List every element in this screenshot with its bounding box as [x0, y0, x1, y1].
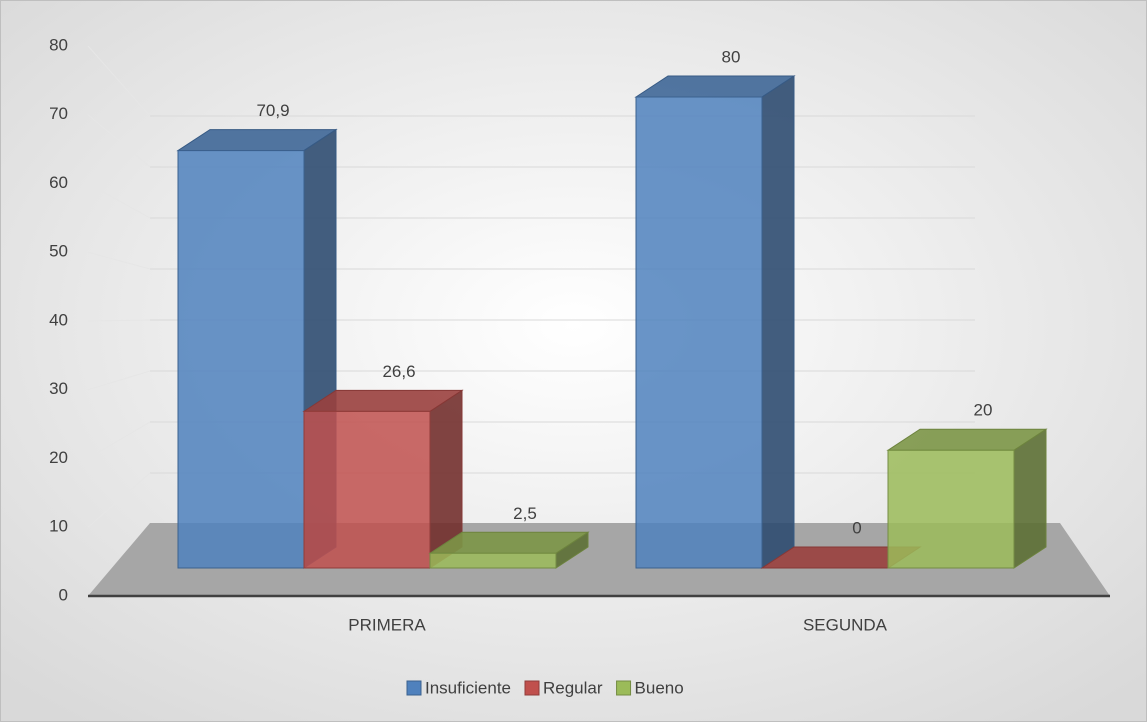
- y-tick-label: 20: [49, 448, 68, 467]
- y-tick-label: 80: [49, 35, 68, 54]
- bar: [887, 449, 1015, 569]
- data-label: 20: [974, 401, 993, 420]
- bar: [177, 150, 305, 569]
- bar-side: [1013, 428, 1047, 569]
- legend-label: Regular: [543, 678, 603, 697]
- bar-side: [761, 75, 795, 569]
- y-tick-label: 40: [49, 310, 68, 329]
- grid-line-side: [87, 370, 151, 391]
- data-label: 0: [852, 518, 861, 537]
- bar: [635, 96, 763, 569]
- y-tick-label: 10: [49, 517, 68, 536]
- grid-line-side: [87, 183, 151, 219]
- grid-line-side: [87, 319, 151, 322]
- grid-line-side: [87, 114, 151, 168]
- bar: [429, 552, 557, 569]
- y-tick-label: 0: [59, 585, 68, 604]
- y-tick-label: 70: [49, 104, 68, 123]
- bar: [303, 410, 431, 569]
- legend-label: Insuficiente: [425, 678, 511, 697]
- legend-label: Bueno: [635, 678, 684, 697]
- y-tick-label: 60: [49, 173, 68, 192]
- legend-swatch: [524, 680, 540, 696]
- legend-swatch: [406, 680, 422, 696]
- grid-line-side: [87, 251, 151, 270]
- data-label: 26,6: [382, 362, 415, 381]
- data-label: 2,5: [513, 504, 537, 523]
- data-label: 70,9: [256, 101, 289, 120]
- grid-line-side: [87, 472, 151, 528]
- x-tick-label: SEGUNDA: [803, 615, 888, 634]
- y-tick-label: 50: [49, 242, 68, 261]
- x-tick-label: PRIMERA: [348, 615, 426, 634]
- grid-line-side: [87, 45, 151, 117]
- data-label: 80: [722, 47, 741, 66]
- grid-line-side: [87, 421, 151, 459]
- legend-swatch: [616, 680, 632, 696]
- y-tick-label: 30: [49, 379, 68, 398]
